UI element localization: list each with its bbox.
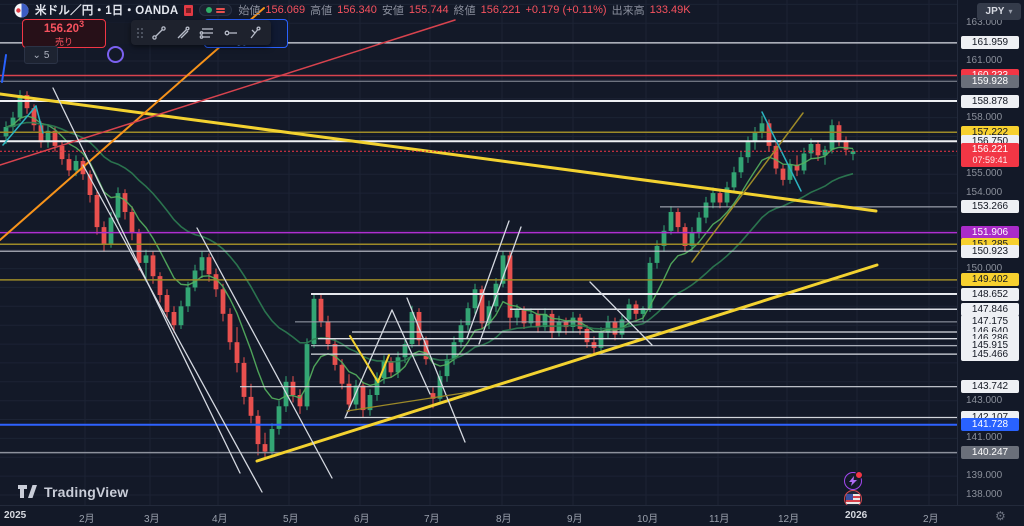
- symbol-pair-icon: [14, 3, 29, 17]
- time-tick: 2月: [79, 514, 95, 525]
- time-tick: 2月: [923, 514, 939, 525]
- open-value: 156.069: [265, 4, 306, 16]
- price-tick: 158.000: [966, 111, 1003, 123]
- low-label: 安値: [381, 5, 404, 17]
- time-axis[interactable]: ⚙ 2025 2月 3月 4月 5月 6月 7月 8月 9月 10月 11月 12月 2026 2月: [0, 505, 1024, 526]
- price-tick: 141.000: [966, 432, 1003, 444]
- chevron-down-icon: ⌄: [32, 49, 41, 61]
- price-tick: 138.000: [966, 489, 1003, 500]
- sell-button[interactable]: 156.203 売り: [22, 19, 106, 48]
- alert-dot-icon: [855, 471, 863, 479]
- price-line-label[interactable]: 148.652: [961, 287, 1019, 301]
- change-value: +0.179 (+0.11%): [525, 4, 607, 16]
- time-tick: 7月: [424, 514, 440, 525]
- time-tick: 5月: [283, 514, 299, 525]
- time-tick: 6月: [354, 514, 370, 525]
- price-line-label[interactable]: 147.846: [961, 302, 1019, 316]
- price-tick: 155.000: [966, 168, 1003, 180]
- price-line-label[interactable]: 141.728: [961, 418, 1019, 432]
- volume-value: 133.49K: [649, 4, 691, 16]
- price-tick: 154.000: [966, 187, 1003, 199]
- price-line-label[interactable]: 153.266: [961, 200, 1019, 214]
- time-tick: 3月: [144, 514, 160, 525]
- flag-icon[interactable]: [184, 4, 194, 16]
- price-axis[interactable]: 163.000 161.000 158.000 155.000 154.000 150.0…: [957, 0, 1024, 505]
- price-line-label[interactable]: 149.402: [961, 273, 1019, 287]
- notes-icon: [216, 7, 226, 13]
- currency-selector[interactable]: JPY ▾: [977, 3, 1021, 20]
- horizontal-ray-tool-icon[interactable]: [221, 23, 241, 43]
- time-tick: 2026: [845, 510, 868, 521]
- tradingview-mark-icon: [18, 485, 37, 498]
- open-label: 始値: [238, 5, 261, 17]
- price-tick: 150.000: [966, 262, 1003, 274]
- gear-icon[interactable]: ⚙: [995, 509, 1006, 523]
- time-tick: 2025: [4, 510, 27, 521]
- price-tick: 143.000: [966, 394, 1003, 406]
- price-line-label[interactable]: 151.906: [961, 226, 1019, 240]
- drawing-toolbar: [131, 20, 271, 45]
- replay-ring-icon[interactable]: [107, 46, 124, 63]
- low-value: 155.744: [408, 4, 449, 16]
- ohlc-readout: 始値 156.069 高値 156.340 安値 155.744 終値 156.…: [238, 2, 690, 18]
- economic-event-flash-icon[interactable]: [844, 471, 863, 490]
- high-label: 高値: [310, 5, 333, 17]
- parallel-lines-tool-icon[interactable]: [197, 23, 217, 43]
- sell-label: 売り: [54, 36, 73, 47]
- price-line-label[interactable]: 159.928: [961, 74, 1019, 88]
- close-value: 156.221: [480, 4, 521, 16]
- chart-pane[interactable]: [0, 0, 957, 505]
- price-tick: 163.000: [966, 17, 1003, 29]
- market-status-pill[interactable]: [199, 4, 233, 16]
- time-tick: 9月: [567, 514, 583, 525]
- us-economic-event-icon[interactable]: [844, 490, 862, 508]
- bar-countdown: 07:59:41: [972, 155, 1008, 166]
- chevron-down-icon: ▾: [1008, 7, 1013, 16]
- price-line-label[interactable]: 147.175: [961, 315, 1019, 329]
- market-open-dot-icon: [206, 7, 213, 13]
- time-tick: 11月: [709, 514, 730, 525]
- volume-label: 出来高: [611, 5, 645, 17]
- price-line-label[interactable]: 150.923: [961, 244, 1019, 258]
- price-line-label[interactable]: 161.959: [961, 36, 1019, 50]
- trend-line-tool-icon[interactable]: [149, 23, 169, 43]
- current-price-value: 156.221: [971, 144, 1009, 156]
- time-tick: 4月: [212, 514, 228, 525]
- symbol-title[interactable]: 米ドル／円・1日・OANDA: [35, 5, 179, 17]
- price-tick: 139.000: [966, 470, 1003, 482]
- drag-handle-icon[interactable]: [137, 27, 143, 38]
- cross-line-tool-icon[interactable]: [245, 23, 265, 43]
- price-line-label[interactable]: 143.742: [961, 380, 1019, 394]
- price-line-label[interactable]: 145.466: [961, 347, 1019, 361]
- price-line-label[interactable]: 158.878: [961, 94, 1019, 108]
- high-value: 156.340: [337, 4, 377, 16]
- close-label: 終値: [453, 5, 476, 17]
- symbol-legend: 米ドル／円・1日・OANDA 始値 156.069 高値 156.340 安値 …: [14, 2, 691, 18]
- hidden-count: 5: [43, 49, 50, 61]
- time-tick: 12月: [778, 514, 800, 525]
- legend-collapse-button[interactable]: ⌄ 5: [24, 46, 58, 64]
- price-tick: 161.000: [966, 55, 1003, 66]
- arrow-line-tool-icon[interactable]: [173, 23, 193, 43]
- time-tick: 8月: [496, 514, 512, 525]
- current-price-label[interactable]: 156.221 07:59:41: [961, 143, 1019, 168]
- tradingview-logo[interactable]: TradingView: [18, 483, 128, 500]
- tradingview-wordmark: TradingView: [44, 483, 129, 500]
- price-line-label[interactable]: 140.247: [961, 446, 1019, 460]
- time-tick: 10月: [637, 514, 659, 525]
